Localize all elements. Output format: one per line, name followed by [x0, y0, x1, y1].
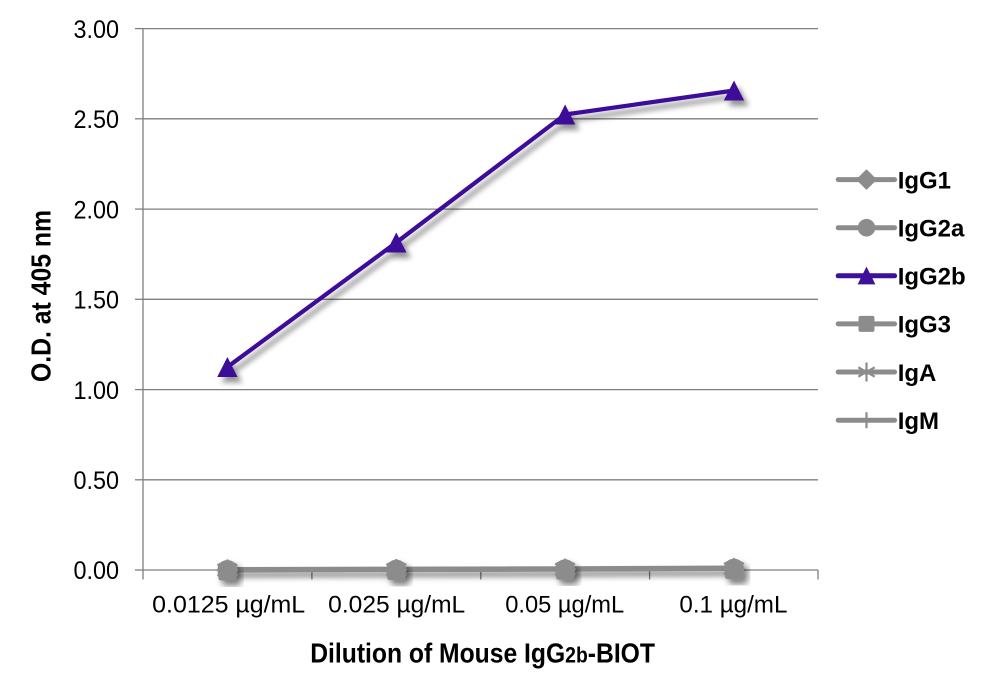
svg-text:0.025 µg/mL: 0.025 µg/mL [328, 592, 465, 619]
svg-text:0.50: 0.50 [74, 467, 120, 495]
svg-text:0.1 µg/mL: 0.1 µg/mL [679, 592, 787, 619]
svg-text:1.00: 1.00 [74, 377, 120, 405]
svg-text:IgG1: IgG1 [898, 167, 951, 194]
svg-text:Dilution of Mouse IgG2b-BIOT: Dilution of Mouse IgG2b-BIOT [310, 637, 655, 669]
svg-text:2.50: 2.50 [74, 106, 120, 134]
svg-text:1.50: 1.50 [74, 287, 120, 315]
svg-text:0.0125 µg/mL: 0.0125 µg/mL [152, 592, 305, 619]
svg-text:0.00: 0.00 [74, 557, 120, 585]
svg-text:0.05 µg/mL: 0.05 µg/mL [505, 592, 624, 619]
svg-text:2.00: 2.00 [74, 196, 120, 224]
svg-text:IgG2b: IgG2b [898, 264, 966, 291]
svg-text:3.00: 3.00 [74, 16, 120, 44]
svg-text:IgM: IgM [898, 408, 939, 435]
svg-text:O.D. at 405 nm: O.D. at 405 nm [25, 210, 56, 382]
svg-text:IgA: IgA [898, 360, 937, 387]
svg-text:IgG3: IgG3 [898, 312, 951, 339]
svg-text:IgG2a: IgG2a [898, 216, 965, 243]
